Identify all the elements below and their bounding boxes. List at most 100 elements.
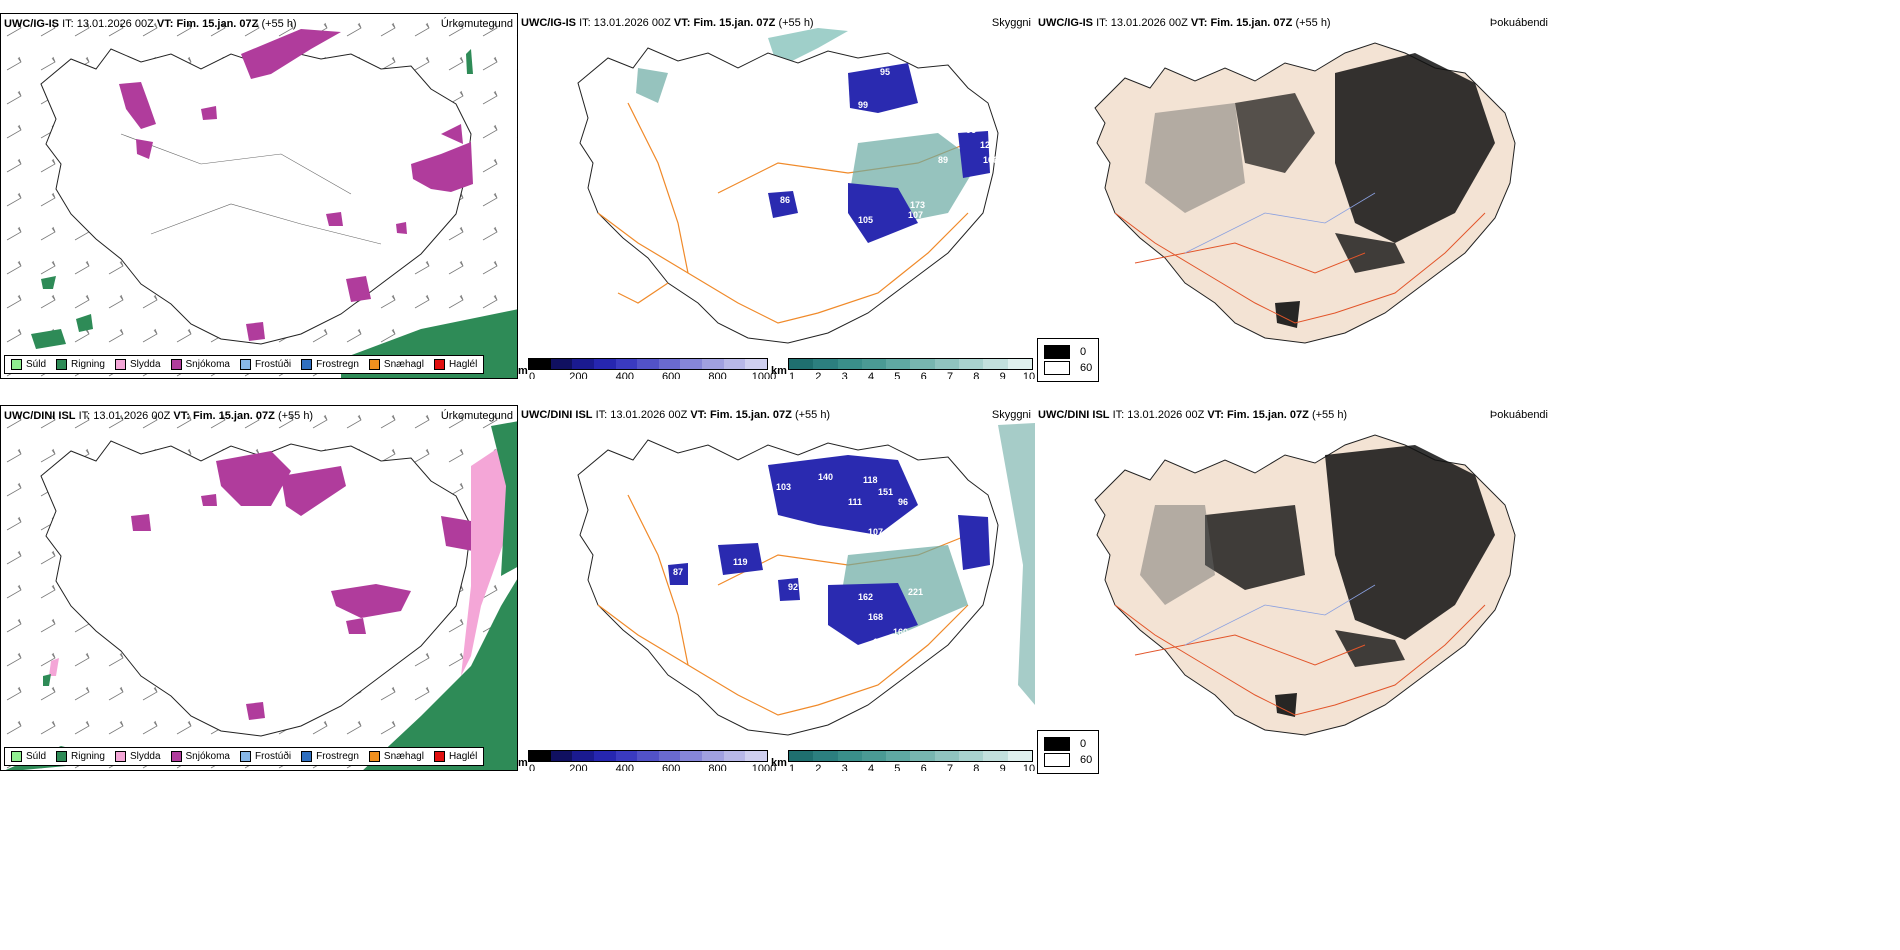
legend-item: Frostregn — [301, 751, 359, 762]
ceiling-unit: m — [518, 757, 528, 769]
colorbar-segment — [702, 359, 724, 369]
ceiling-value: 173 — [910, 200, 925, 210]
ceiling-value: 99 — [858, 100, 868, 110]
precip-type-legend: Súld Rigning Slydda Snjókoma Frostúði Frostre… — [4, 355, 485, 374]
legend-label: Frostregn — [316, 751, 359, 762]
legend-swatch — [239, 751, 251, 762]
legend-item: Súld — [11, 751, 46, 762]
colorbar-segment — [529, 751, 551, 761]
colorbar-segment — [1007, 359, 1032, 369]
colorbar-segment — [593, 359, 616, 369]
colorbar-segment — [861, 359, 887, 369]
ceiling-value: 181 — [893, 233, 908, 243]
snow-areas — [119, 82, 473, 341]
ceiling-value: 160 — [893, 627, 908, 637]
legend-item: Snæhagl — [368, 751, 424, 762]
colorbar-tick: 800 — [708, 763, 727, 771]
legend-label: Rigning — [71, 359, 105, 370]
ceiling-colorbar: 0 200 400 600 800 1000 — [528, 750, 776, 771]
colorbar-segment — [789, 751, 814, 761]
precip-type-panel-top: UWC/IG-IS IT: 13.01.2026 00Z VT: Fim. 15… — [0, 13, 518, 379]
precip-type-legend: Súld Rigning Slydda Snjókoma Frostúði Frostre… — [4, 747, 485, 766]
legend-item: Frostúði — [239, 751, 291, 762]
ceiling-value: 86 — [780, 195, 790, 205]
visibility-colorbar: 1 2 3 4 5 6 7 8 9 10 — [788, 358, 1035, 379]
colorbar-segment — [615, 751, 638, 761]
legend-item: Súld — [11, 359, 46, 370]
ceiling-value: 96 — [966, 125, 976, 135]
colorbar-segment — [550, 751, 573, 761]
fog-legend-bottom: 0 60 — [1037, 730, 1100, 774]
colorbar-tick: 1 — [788, 371, 796, 379]
colorbar-segment — [637, 751, 659, 761]
legend-swatch — [301, 359, 313, 370]
panel-header: UWC/IG-IS IT: 13.01.2026 00Z VT: Fim. 15… — [521, 17, 814, 29]
ceiling-areas — [768, 63, 990, 243]
legend-swatch — [170, 751, 182, 762]
ceiling-value: 129 — [873, 637, 888, 647]
fog-swatch-0 — [1044, 737, 1070, 751]
legend-label: Súld — [26, 751, 47, 762]
ceiling-unit: m — [518, 365, 528, 377]
legend-swatch — [11, 359, 22, 370]
legend-swatch — [239, 359, 251, 370]
legend-label: Snjókoma — [185, 359, 230, 370]
panel-type-label: Úrkomutegund — [440, 410, 513, 422]
colorbar-segment — [934, 751, 960, 761]
colorbar-segment — [813, 359, 838, 369]
ceiling-value: 105 — [858, 215, 873, 225]
colorbar-segment — [959, 359, 984, 369]
panel-type-label: Þokuábendi — [1489, 409, 1548, 421]
colorbar-tick: 1 — [788, 763, 796, 771]
legend-swatch — [433, 359, 445, 370]
colorbar-segment — [910, 751, 935, 761]
legend-swatch — [433, 751, 445, 762]
colorbar-segment — [572, 359, 594, 369]
colorbar-segment — [550, 359, 573, 369]
colorbar-tick: 8 — [973, 763, 980, 771]
colorbar-tick: 3 — [841, 763, 848, 771]
legend-label: Snæhagl — [383, 751, 424, 762]
legend-item: Snæhagl — [368, 359, 424, 370]
colorbar-tick: 2 — [815, 371, 822, 379]
colorbar-segment — [886, 359, 911, 369]
legend-swatch — [114, 359, 126, 370]
ceiling-value: 168 — [868, 612, 883, 622]
cloud-visibility-panel-top: 95 99 268 883 115 86 96 123 106 89 92 105 107 181 161 1… — [518, 13, 1035, 379]
legend-item: Slydda — [114, 751, 161, 762]
colorbar-tick: 6 — [920, 763, 927, 771]
ceiling-value: 89 — [938, 155, 948, 165]
legend-swatch — [114, 751, 126, 762]
panel-type-label: Skyggni — [991, 17, 1031, 29]
fog-swatch-0 — [1044, 345, 1070, 359]
colorbar-segment — [789, 359, 814, 369]
colorbar-segment — [813, 751, 838, 761]
legend-swatch — [368, 359, 380, 370]
legend-item: Haglél — [433, 751, 477, 762]
ceiling-value: 92 — [963, 185, 973, 195]
colorbar-segment — [658, 359, 681, 369]
colorbar-segment — [658, 751, 681, 761]
fog-index-panel-bottom: UWC/DINI ISL IT: 13.01.2026 00Z VT: Fim.… — [1035, 405, 1552, 771]
fog-swatch-60 — [1044, 361, 1070, 375]
fog-swatch-60 — [1044, 753, 1070, 767]
ceiling-value: 107 — [868, 527, 883, 537]
ceiling-value: 111 — [848, 497, 862, 507]
colorbar-tick: 7 — [946, 371, 954, 379]
panel-header: UWC/DINI ISL IT: 13.01.2026 00Z VT: Fim.… — [4, 410, 314, 422]
colorbar-tick: 600 — [662, 763, 681, 771]
colorbar-tick: 400 — [615, 371, 634, 379]
colorbar-segment — [593, 751, 616, 761]
ceiling-value: 221 — [908, 587, 923, 597]
ceiling-value: 107 — [908, 210, 923, 220]
ceiling-value: 162 — [858, 592, 873, 602]
colorbar-tick: 4 — [867, 371, 875, 379]
colorbar-segment — [615, 359, 638, 369]
legend-item: Slydda — [114, 359, 161, 370]
colorbar-segment — [959, 751, 984, 761]
legend-label: Frostregn — [316, 359, 359, 370]
colorbar-tick: 1000 — [751, 371, 777, 379]
legend-item: Rigning — [56, 359, 105, 370]
colorbar-tick: 2 — [815, 763, 822, 771]
colorbar-segment — [983, 751, 1008, 761]
